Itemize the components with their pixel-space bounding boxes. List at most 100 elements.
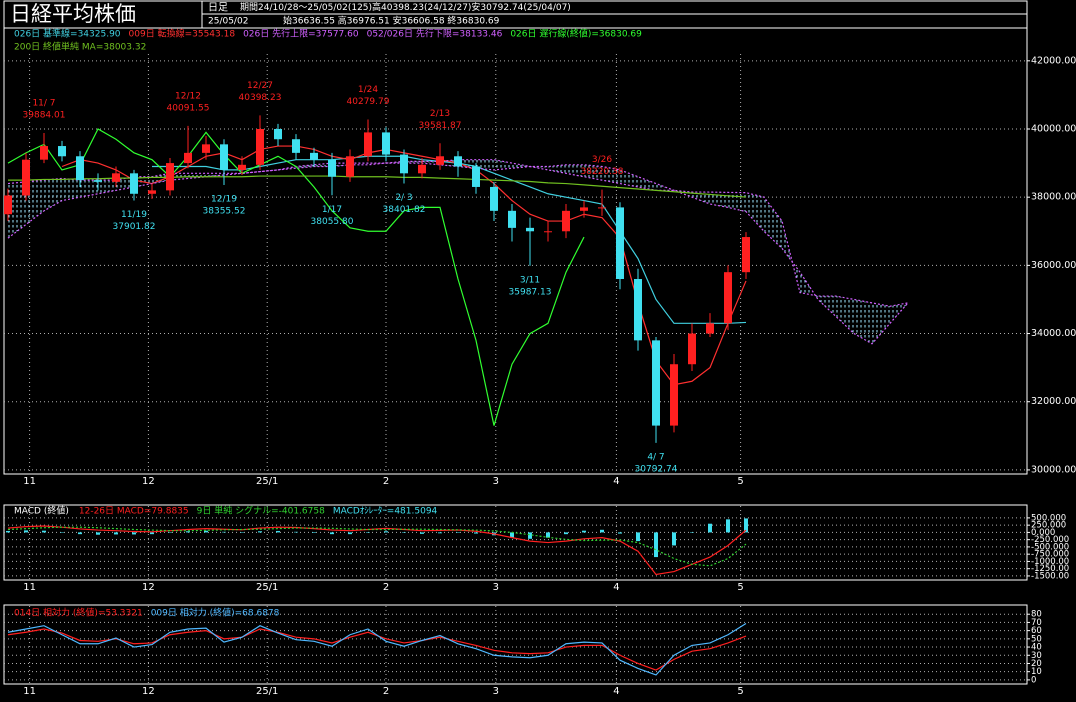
annotation-date: 12/19 [211,195,237,205]
annotation-value: 38401.82 [383,205,426,215]
cloud-fill [98,180,116,194]
histogram-bar [96,532,100,535]
y-tick-label: 0.000 [1031,528,1055,538]
annotation-value: 38220.38 [581,167,624,177]
histogram-bar [366,532,370,533]
annotation-date: 3/11 [520,275,540,285]
x-tick-label: 5 [737,582,743,593]
legend-entry: 014日 相対力 (終値)=53.3321 [14,607,143,619]
candle-body [364,132,372,157]
annotation-date: 2/ 3 [395,193,412,203]
legend-entry: 9日 単純 シグナル=-401.6758 [197,505,325,517]
candle-body [454,156,462,167]
candle-body [670,364,678,426]
candle-body [616,207,624,279]
histogram-bar [636,532,640,542]
histogram-bar [258,531,262,533]
annotation-value: 38355.52 [203,207,246,217]
x-tick-label: 3 [493,686,499,697]
x-tick-label: 11 [23,476,36,487]
histogram-bar [312,532,316,533]
histogram-bar [222,531,226,533]
annotation-value: 40279.79 [347,97,390,107]
period: 期間24/10/28～25/05/02(125)高40398.23(24/12/… [240,1,571,13]
histogram-bar [744,518,748,533]
series-line [7,128,585,426]
candle-body [688,333,696,365]
x-tick-label: 4 [613,476,619,487]
candle-body [202,144,210,153]
cloud-fill [728,192,746,212]
histogram-bar [456,532,460,533]
candle-body [634,279,642,341]
candle-body [4,195,12,215]
annotation-date: 12/27 [247,81,273,91]
histogram-bar [546,532,550,538]
cloud-fill [44,178,62,211]
cloud-fill [620,169,638,187]
histogram-bar [60,532,64,533]
chart-title: 日経平均株価 [10,2,136,26]
cloud-fill [62,178,80,201]
candle-body [382,132,390,155]
cloud-fill [26,180,44,225]
candle-body [346,156,354,177]
candle-body [328,159,336,177]
x-tick-label: 11 [23,686,36,697]
series-line [7,526,747,567]
histogram-bar [726,519,730,533]
annotation-date: 2/13 [430,109,450,119]
candle-body [220,144,228,170]
x-tick-label: 11 [23,582,36,593]
series-line [7,525,747,576]
candle-body [598,207,606,209]
y-tick-label: -1250.00 [1031,564,1069,574]
cloud-fill [296,164,314,169]
legend-entry: 009日 相対力 (終値)=68.6878 [151,607,280,619]
candle-body [130,173,138,194]
series-line [7,162,909,345]
y-tick-label: 0 [1031,675,1036,685]
annotation-value: 39581.87 [419,121,462,131]
x-tick-label: 2 [383,582,389,593]
legend-entry: 052/026日 先行下限=38133.46 [367,28,503,40]
histogram-bar [690,532,694,533]
cloud-fill [746,192,764,232]
y-tick-label: 20 [1031,659,1042,669]
annotation-date: 1/17 [322,205,342,215]
x-tick-label: 5 [737,686,743,697]
candle-body [652,340,660,426]
histogram-bar [114,532,118,535]
y-tick-label: 250.000 [1031,521,1066,531]
candle-body [418,164,426,174]
series-line [152,155,747,324]
y-tick-label: -250.000 [1031,535,1069,545]
candle-body [436,156,444,165]
histogram-bar [78,532,82,535]
histogram-bar [438,532,442,534]
y-tick-label: 50 [1031,634,1042,644]
annotation-value: 40398.23 [239,93,282,103]
y-tick-label: -500.000 [1031,542,1069,552]
cloud-fill [476,159,494,170]
candle-body [148,190,156,194]
legend-title: MACD (終値) [14,505,69,517]
candle-body [292,139,300,153]
candle-body [724,272,732,324]
histogram-bar [528,532,532,539]
x-tick-label: 25/1 [256,686,278,697]
candle-body [274,129,282,140]
candle-body [490,186,498,211]
histogram-bar [240,532,244,533]
cloud-fill [800,272,818,300]
candle-body [706,323,714,334]
candle-body [166,163,174,191]
candle-body [184,152,192,164]
y-tick-label: 32000.00 [1031,396,1076,407]
candle-body [76,156,84,181]
histogram-bar [564,532,568,535]
x-tick-label: 3 [493,476,499,487]
histogram-bar [618,532,622,534]
histogram-bar [672,532,676,546]
